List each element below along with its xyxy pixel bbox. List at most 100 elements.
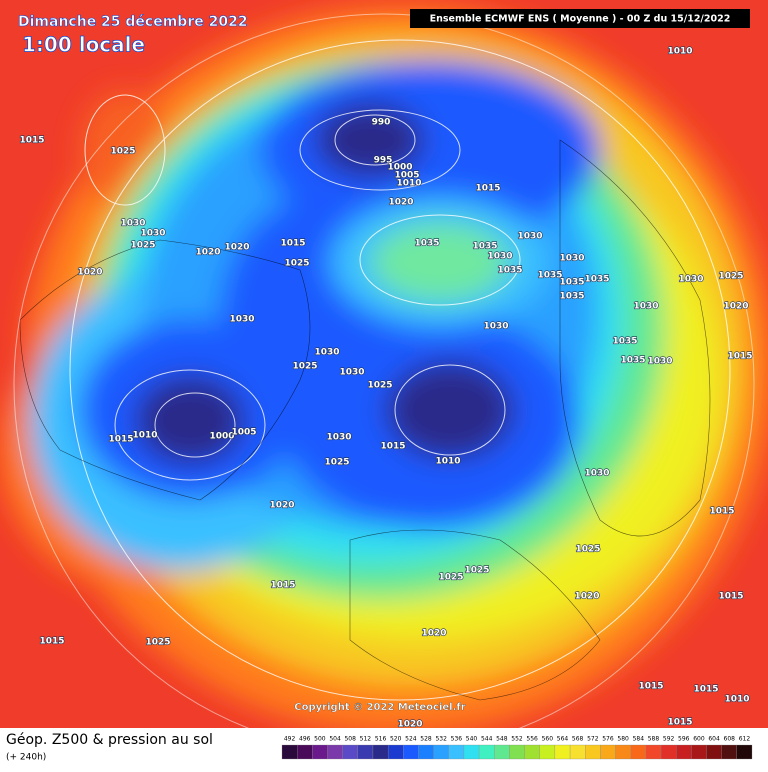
- legend-swatch: [736, 744, 753, 760]
- legend-swatch: [494, 744, 510, 760]
- legend-swatch: [721, 744, 737, 760]
- legend-label: 536: [451, 736, 463, 743]
- isobar-label: 1000: [387, 163, 412, 173]
- isobar-label: 1030: [326, 433, 351, 443]
- legend-label: 540: [466, 736, 478, 743]
- legend-label: 564: [557, 736, 569, 743]
- legend-swatch: [554, 744, 571, 760]
- legend-swatch: [297, 744, 313, 760]
- time: 1:00 locale: [22, 33, 145, 57]
- isobar-label: 1025: [292, 362, 317, 372]
- isobar-label: 1015: [667, 718, 692, 728]
- isobar-label: 1030: [483, 322, 508, 332]
- isobar-label: 1015: [475, 184, 500, 194]
- legend-label: 568: [572, 736, 584, 743]
- isobar-label: 1035: [559, 278, 584, 288]
- isobar-label: 1010: [724, 695, 749, 705]
- isobar-label: 1020: [397, 720, 422, 730]
- legend-swatch: [312, 744, 328, 760]
- date: Dimanche 25 décembre 2022: [18, 14, 248, 30]
- isobar-label: 1035: [620, 356, 645, 366]
- legend-label: 508: [344, 736, 356, 743]
- legend-label: 552: [511, 736, 523, 743]
- legend-swatch: [676, 744, 692, 760]
- isobar-labels: 1015102599099510001005101010201015101010…: [19, 46, 753, 730]
- isobar-label: 1030: [647, 357, 672, 367]
- isobar-label: 1025: [145, 638, 170, 648]
- isobar-label: 1020: [574, 592, 599, 602]
- isobar-label: 1025: [575, 545, 600, 555]
- isobars: [69, 39, 731, 701]
- legend-label: 576: [602, 736, 614, 743]
- legend-swatch: [524, 744, 540, 760]
- geopotential-field: [0, 0, 768, 728]
- legend-label: 524: [405, 736, 417, 743]
- legend-swatch: [372, 744, 389, 760]
- legend-swatch: [478, 744, 495, 760]
- legend-label: 572: [587, 736, 599, 743]
- isobar-label: 1025: [718, 272, 743, 282]
- product: Géop. Z500 & pression au sol: [6, 732, 213, 748]
- legend-swatch: [615, 744, 631, 760]
- legend-label: 592: [663, 736, 675, 743]
- isobar-label: 1015: [693, 685, 718, 695]
- isobar-label: 1015: [39, 637, 64, 647]
- isobar-label: 1005: [231, 428, 256, 438]
- isobar-label: 1020: [195, 248, 220, 258]
- isobar-label: 1015: [108, 435, 133, 445]
- legend-swatch: [691, 744, 707, 760]
- legend-label: 556: [526, 736, 538, 743]
- legend-swatch: [357, 744, 374, 760]
- legend-label: 580: [617, 736, 629, 743]
- legend-swatch: [660, 744, 677, 760]
- isobar-label: 1015: [638, 682, 663, 692]
- isobar-label: 1015: [270, 581, 295, 591]
- copyright: Copyright © 2022 Meteociel.fr: [294, 702, 465, 713]
- isobar-label: 1030: [120, 219, 145, 229]
- legend-label: 588: [648, 736, 660, 743]
- legend-swatch: [342, 744, 358, 760]
- legend-label: 600: [693, 736, 705, 743]
- isobar-label: 1010: [435, 457, 460, 467]
- legend-label: 560: [542, 736, 554, 743]
- legend-label: 492: [284, 736, 296, 743]
- isobar-label: 995: [374, 156, 393, 166]
- isobar-label: 1035: [472, 242, 497, 252]
- legend-label: 516: [375, 736, 387, 743]
- isobar-label: 1035: [584, 275, 609, 285]
- legend-swatch: [600, 744, 616, 760]
- isobar-label: 1030: [487, 252, 512, 262]
- isobar-label: 1030: [140, 229, 165, 239]
- isobar-label: 1020: [723, 302, 748, 312]
- legend-swatch: [327, 744, 343, 760]
- isobar-label: 1030: [229, 315, 254, 325]
- isobar-label: 1035: [612, 337, 637, 347]
- isobar-label: 1015: [709, 507, 734, 517]
- legend-swatch: [387, 744, 404, 760]
- legend-label: 496: [299, 736, 311, 743]
- legend-swatch: [463, 744, 480, 760]
- isobar-label: 1030: [339, 368, 364, 378]
- isobar-label: 1005: [394, 171, 419, 181]
- isobar-label: 1025: [367, 381, 392, 391]
- legend: 492 496 500 504 508 512 516 520 524 528 532 536 540 5…: [281, 736, 753, 760]
- isobar-label: 1030: [517, 232, 542, 242]
- legend-label: 512: [360, 736, 372, 743]
- isobar-label: 1020: [421, 629, 446, 639]
- legend-swatch: [403, 744, 419, 760]
- legend-label: 528: [420, 736, 432, 743]
- isobar-label: 1020: [77, 268, 102, 278]
- legend-swatch: [569, 744, 586, 760]
- isobar-label: 1025: [130, 241, 155, 251]
- isobar-label: 1020: [269, 501, 294, 511]
- isobar-label: 1010: [132, 431, 157, 441]
- isobar-label: 1030: [584, 469, 609, 479]
- lead-time: (+ 240h): [6, 753, 46, 763]
- isobar-label: 1010: [396, 179, 421, 189]
- isobar-label: 1035: [497, 266, 522, 276]
- isobar-label: 1000: [209, 432, 234, 442]
- legend-swatch: [448, 744, 465, 760]
- isobar-label: 1025: [324, 458, 349, 468]
- legend-label: 596: [678, 736, 690, 743]
